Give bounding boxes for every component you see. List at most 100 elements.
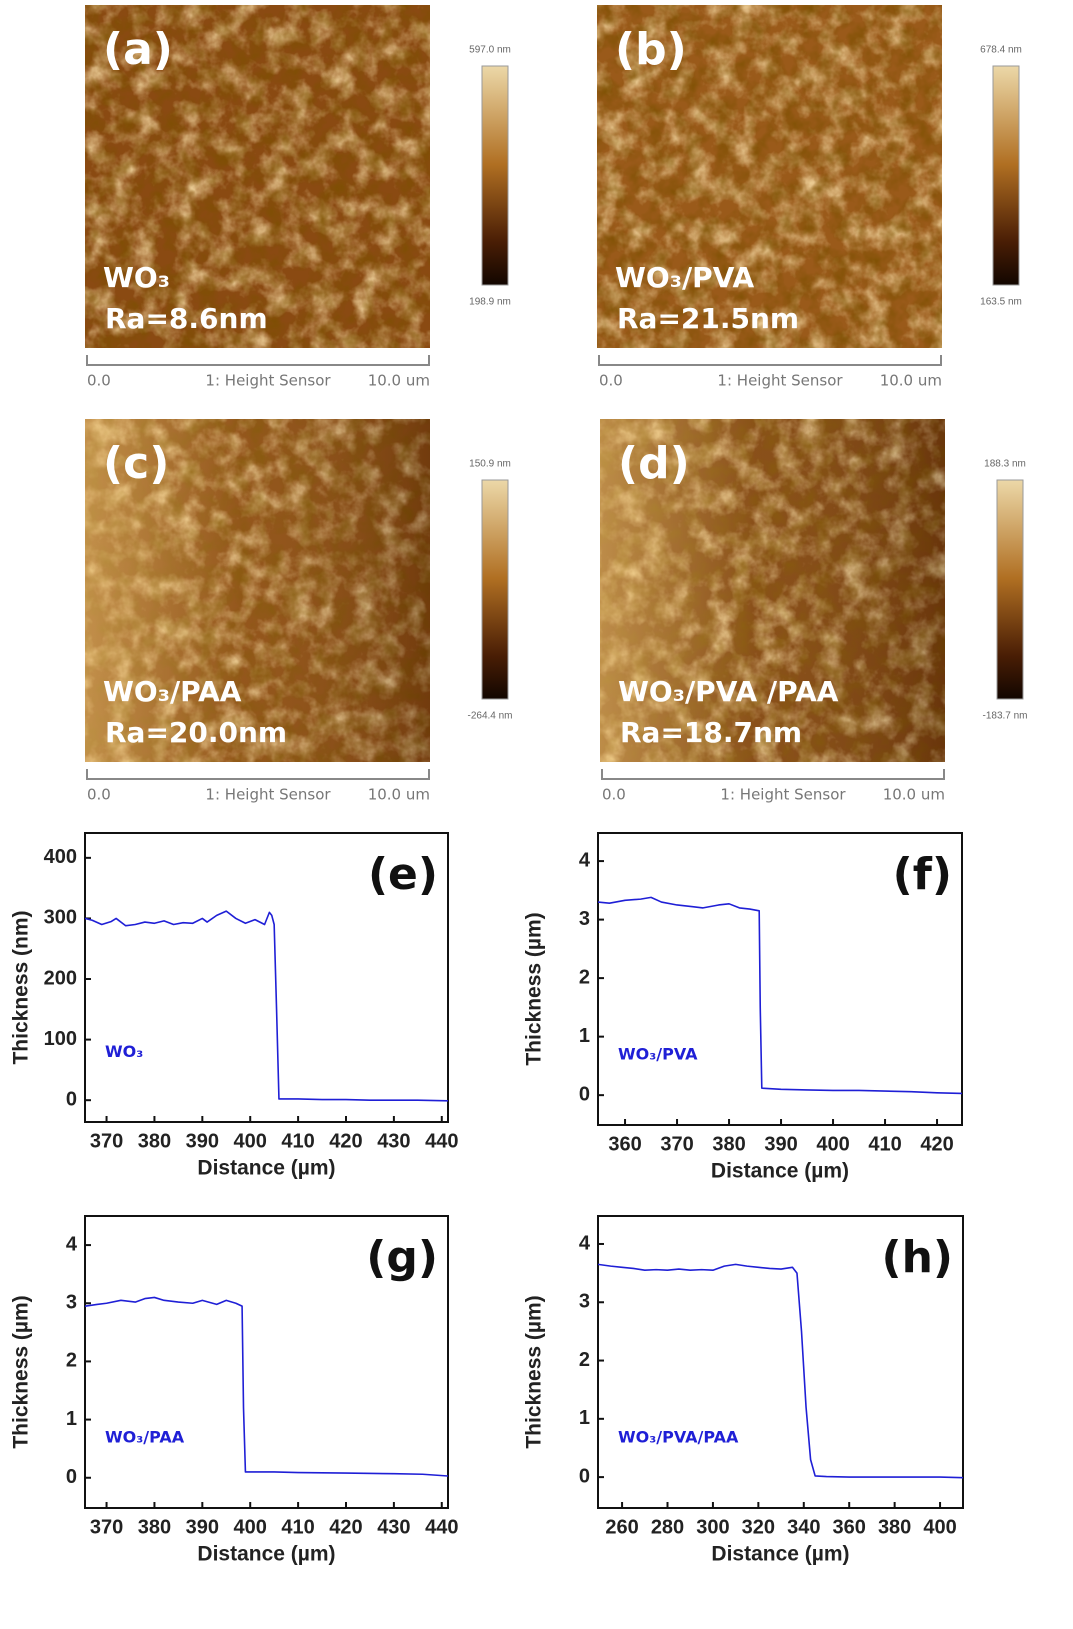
x-axis-title: Distance (µm) (197, 1543, 335, 1566)
scale-channel: 1: Height Sensor (205, 786, 331, 804)
y-tick-label: 2 (66, 1350, 77, 1372)
profile-line (598, 896, 962, 1095)
y-tick-label: 0 (579, 1083, 590, 1105)
x-tick-label: 420 (329, 1130, 362, 1152)
x-tick-label: 380 (712, 1133, 745, 1155)
scale-end: 10.0 um (368, 786, 430, 804)
sample-label: WO₃ (103, 261, 170, 294)
plot-frame (597, 1215, 964, 1509)
y-tick-label: 2 (579, 966, 590, 988)
scale-bar (598, 355, 942, 366)
y-tick-label: 100 (44, 1028, 77, 1050)
x-tick-label: 410 (281, 1130, 314, 1152)
x-tick-label: 410 (868, 1133, 901, 1155)
series-name: WO₃/PAA (105, 1427, 185, 1446)
colorbar (481, 479, 509, 700)
y-tick-label: 3 (66, 1292, 77, 1314)
x-tick-label: 420 (920, 1133, 953, 1155)
scale-channel: 1: Height Sensor (720, 786, 846, 804)
plot-frame (84, 832, 449, 1123)
roughness-label: Ra=20.0nm (105, 716, 287, 749)
afm-shade (600, 419, 945, 762)
scale-end: 10.0 um (368, 372, 430, 390)
colorbar-min: 163.5 nm (980, 297, 1022, 308)
panel-label: (e) (368, 849, 438, 900)
x-tick-label: 370 (660, 1133, 693, 1155)
scale-channel: 1: Height Sensor (205, 372, 331, 390)
panel-letter: (d) (618, 438, 690, 489)
series-name: WO₃/PVA (618, 1044, 698, 1063)
sample-label: WO₃/PAA (103, 675, 242, 708)
sample-label: WO₃/PVA (615, 261, 754, 294)
scale-start: 0.0 (602, 786, 626, 804)
y-tick-label: 1 (579, 1407, 590, 1429)
colorbar-min: -183.7 nm (982, 711, 1027, 722)
scale-channel: 1: Height Sensor (717, 372, 843, 390)
x-tick-label: 380 (878, 1516, 911, 1538)
x-tick-label: 440 (425, 1516, 458, 1538)
y-tick-label: 2 (579, 1349, 590, 1371)
panel-letter: (a) (103, 24, 173, 75)
colorbar-max: 150.9 nm (469, 459, 511, 470)
x-tick-label: 430 (377, 1130, 410, 1152)
x-tick-label: 380 (138, 1516, 171, 1538)
afm-texture-dark (85, 5, 430, 348)
scale-bar (86, 769, 430, 780)
x-tick-label: 400 (234, 1130, 267, 1152)
y-tick-label: 1 (579, 1025, 590, 1047)
scale-end: 10.0 um (880, 372, 942, 390)
y-axis-title: Thickness (nm) (10, 910, 33, 1064)
colorbar-min: -264.4 nm (467, 711, 512, 722)
colorbar (996, 479, 1024, 700)
profile-line (85, 1296, 448, 1477)
y-tick-label: 0 (66, 1088, 77, 1110)
panel-letter: (c) (103, 438, 169, 489)
panel-label: (h) (881, 1232, 953, 1283)
series-name: WO₃/PVA/PAA (618, 1427, 739, 1446)
panel-label: (g) (366, 1232, 438, 1283)
x-axis-title: Distance (µm) (711, 1543, 849, 1566)
roughness-label: Ra=21.5nm (617, 302, 799, 335)
roughness-label: Ra=18.7nm (620, 716, 802, 749)
colorbar-max: 597.0 nm (469, 45, 511, 56)
x-tick-label: 390 (186, 1516, 219, 1538)
profile-line (85, 910, 448, 1102)
y-tick-label: 200 (44, 967, 77, 989)
colorbar-min: 198.9 nm (469, 297, 511, 308)
x-tick-label: 390 (764, 1133, 797, 1155)
y-tick-label: 4 (66, 1233, 78, 1255)
x-tick-label: 400 (816, 1133, 849, 1155)
x-tick-label: 360 (608, 1133, 641, 1155)
x-tick-label: 430 (377, 1516, 410, 1538)
x-tick-label: 370 (90, 1130, 123, 1152)
y-tick-label: 1 (66, 1408, 77, 1430)
x-tick-label: 280 (651, 1516, 684, 1538)
sample-label: WO₃/PVA /PAA (618, 675, 839, 708)
x-tick-label: 340 (787, 1516, 820, 1538)
scale-start: 0.0 (87, 372, 111, 390)
colorbar (481, 65, 509, 286)
x-tick-label: 370 (90, 1516, 123, 1538)
panel-label: (f) (893, 849, 952, 900)
scale-bar (86, 355, 430, 366)
x-tick-label: 420 (329, 1516, 362, 1538)
x-axis-title: Distance (µm) (197, 1157, 335, 1180)
x-tick-label: 390 (186, 1130, 219, 1152)
scale-start: 0.0 (87, 786, 111, 804)
x-tick-label: 410 (281, 1516, 314, 1538)
x-axis-title: Distance (µm) (711, 1160, 849, 1183)
afm-shade (85, 419, 430, 762)
y-tick-label: 4 (579, 1232, 591, 1254)
y-tick-label: 3 (579, 908, 590, 930)
series-name: WO₃ (105, 1042, 143, 1061)
y-tick-label: 3 (579, 1291, 590, 1313)
x-tick-label: 300 (696, 1516, 729, 1538)
x-tick-label: 260 (605, 1516, 638, 1538)
colorbar-max: 678.4 nm (980, 45, 1022, 56)
x-tick-label: 320 (742, 1516, 775, 1538)
colorbar (992, 65, 1020, 286)
y-axis-title: Thickness (µm) (10, 1295, 33, 1448)
colorbar-max: 188.3 nm (984, 459, 1026, 470)
y-tick-label: 300 (44, 907, 77, 929)
